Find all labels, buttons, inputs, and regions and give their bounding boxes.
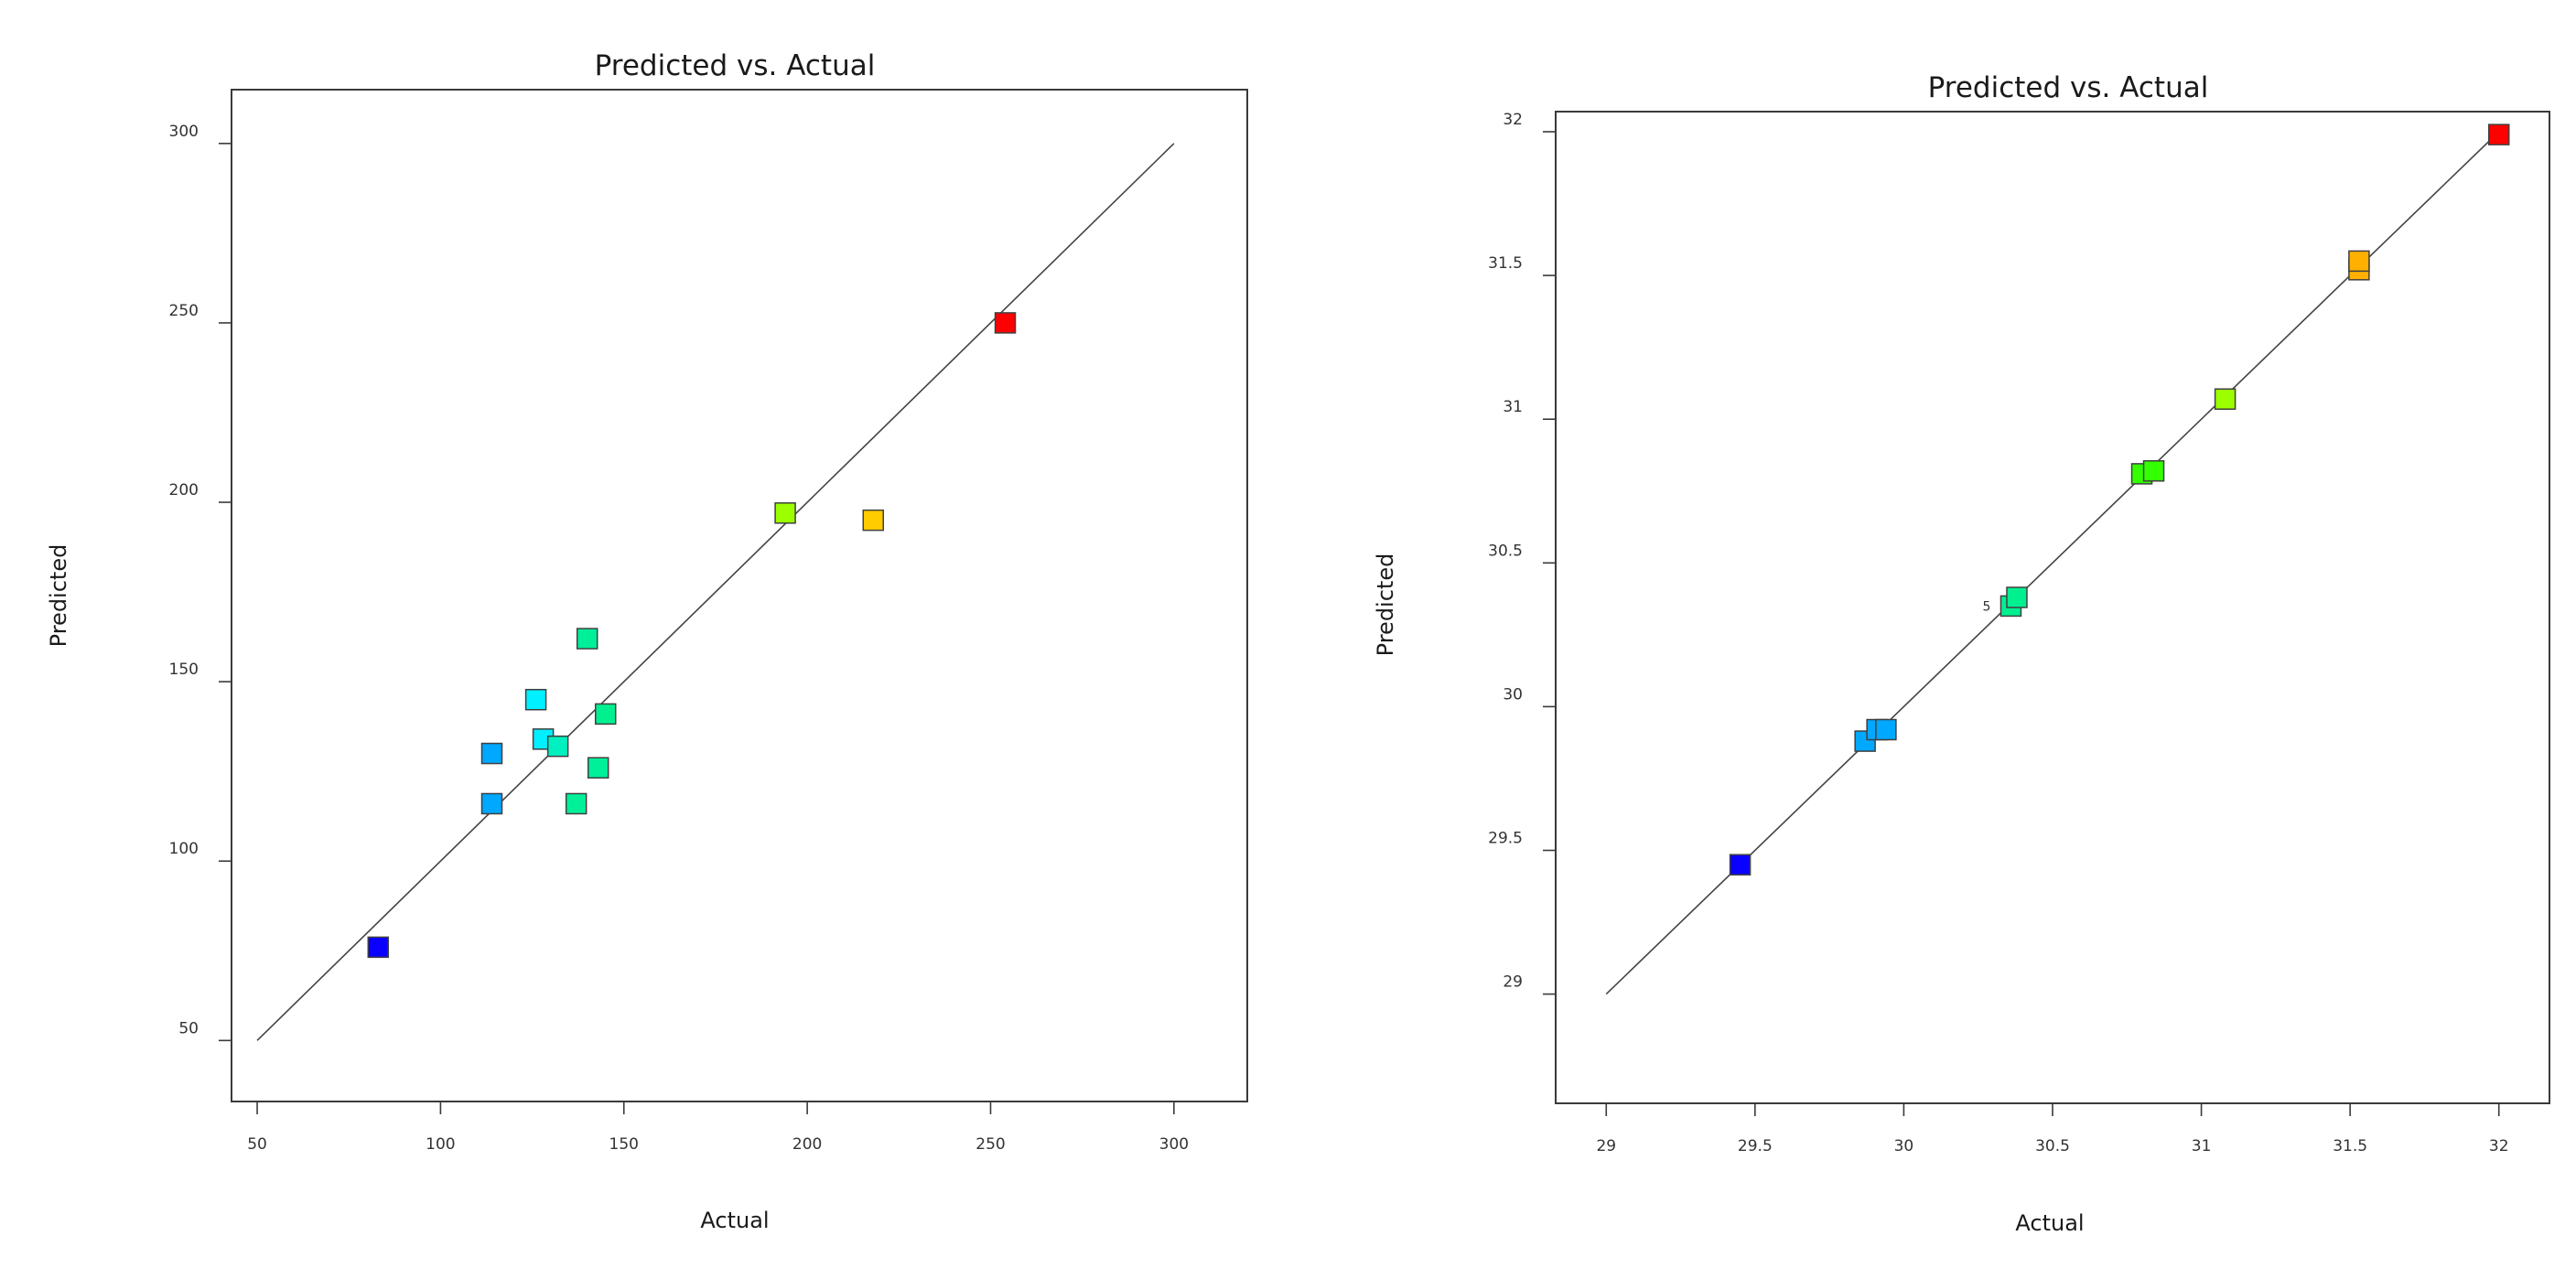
right-x-tick-label: 29: [1596, 1137, 1616, 1155]
left-data-point: [367, 936, 390, 959]
left-plot: Predicted vs. Actual 50 100 150 200 250 30050…: [46, 49, 1248, 1233]
left-x-tick-label: 250: [975, 1135, 1005, 1154]
right-y-tick-label: 29.5: [1488, 830, 1523, 848]
left-y-tick-label: 50: [178, 1019, 199, 1037]
right-y-axis-label: Predicted: [1373, 553, 1398, 657]
left-y-tick-label: 100: [169, 840, 199, 858]
left-data-point: [480, 792, 503, 815]
right-x-tick-label: 29.5: [1738, 1137, 1773, 1155]
right-data-point: [2142, 460, 2165, 482]
left-x-tick-label: 50: [247, 1135, 267, 1154]
right-x-tick-label: 30: [1894, 1137, 1914, 1155]
left-x-tick-label: 150: [609, 1135, 639, 1154]
left-reference-line: [256, 143, 1175, 1041]
left-x-tick-label: 300: [1159, 1135, 1189, 1154]
left-y-tick-label: 250: [169, 302, 199, 320]
left-x-tick-label: 100: [426, 1135, 455, 1154]
right-y-tick-label: 31: [1503, 398, 1523, 416]
left-data-point: [546, 735, 569, 758]
right-y-tick-label: 30: [1503, 685, 1523, 704]
left-ticks: 50 100 150 200 250 300 50 100 150 200 250 300: [169, 123, 1190, 1154]
right-x-tick-label: 30.5: [2035, 1137, 2070, 1155]
right-data-point: [2006, 586, 2028, 608]
right-data-point: [2348, 250, 2370, 273]
right-data-point: [1875, 718, 1897, 741]
right-y-tick-label: 32: [1503, 111, 1523, 129]
right-data-point: [1729, 854, 1751, 876]
left-data-point: [862, 509, 885, 532]
left-x-axis-label: Actual: [700, 1208, 769, 1233]
left-data-point: [594, 703, 617, 725]
right-x-tick-label: 31.5: [2333, 1137, 2367, 1155]
left-y-axis-label: Predicted: [46, 544, 71, 648]
left-y-tick-label: 300: [169, 123, 199, 141]
right-chart-title: Predicted vs. Actual: [1928, 71, 2209, 104]
left-data-point: [480, 742, 503, 765]
left-plot-frame: [231, 89, 1248, 1102]
right-ticks: 29 29.5 30 30.5 31 31.5 32 29 29.5 30 30.5 31 31.5 32: [1488, 111, 2508, 1155]
right-y-tick-label: 30.5: [1488, 542, 1523, 560]
right-point-annotation: 5: [1983, 599, 1991, 614]
right-plot-frame: [1555, 111, 2550, 1104]
right-y-tick-label: 29: [1503, 973, 1523, 992]
right-y-tick-label: 31.5: [1488, 254, 1523, 273]
right-x-axis-label: Actual: [2015, 1210, 2084, 1236]
left-y-tick-label: 200: [169, 481, 199, 500]
left-data-point: [774, 502, 796, 524]
left-data-point: [565, 792, 587, 815]
left-chart-title: Predicted vs. Actual: [595, 49, 876, 82]
left-data-point: [994, 312, 1017, 334]
left-y-tick-label: 150: [169, 661, 199, 679]
right-plot: Predicted vs. Actual 29 29.5 30 30.5 31 31.5 3…: [1373, 71, 2550, 1236]
right-x-tick-label: 31: [2192, 1137, 2212, 1155]
right-data-point: [2214, 388, 2236, 410]
left-points: [367, 312, 1017, 959]
left-data-point: [524, 688, 547, 711]
right-x-tick-label: 32: [2489, 1137, 2509, 1155]
left-data-point: [576, 628, 598, 650]
right-points: [1729, 124, 2510, 876]
left-data-point: [587, 757, 609, 779]
left-x-tick-label: 200: [792, 1135, 822, 1154]
right-data-point: [2487, 124, 2510, 145]
